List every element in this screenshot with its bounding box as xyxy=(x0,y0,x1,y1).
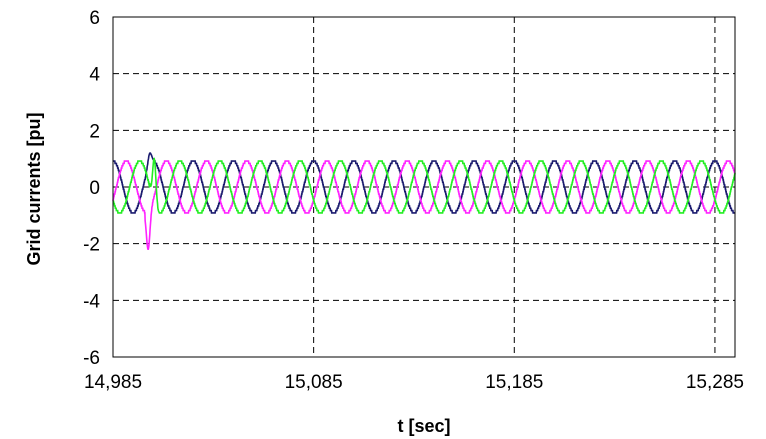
y-tick-label: 0 xyxy=(89,178,100,199)
y-tick-label: -2 xyxy=(83,235,100,256)
series-line-3 xyxy=(112,157,736,214)
series-layer xyxy=(112,152,736,251)
series-line-2 xyxy=(112,160,736,251)
y-tick-label: 4 xyxy=(89,65,100,86)
series-line-1 xyxy=(113,152,735,214)
x-tick-label: 15,085 xyxy=(285,372,343,393)
x-tick-label: 14,985 xyxy=(84,372,142,393)
x-tick-labels: 14,985 15,085 15,185 15,285 xyxy=(84,372,744,393)
x-tick-label: 15,285 xyxy=(686,372,744,393)
y-tick-label: -6 xyxy=(83,348,100,369)
y-tick-labels: -6 -4 -2 0 2 4 6 xyxy=(83,8,100,369)
x-tick-label: 15,185 xyxy=(485,372,543,393)
y-tick-label: 6 xyxy=(89,8,100,29)
plot-frame xyxy=(112,16,736,358)
y-tick-label: -4 xyxy=(83,291,100,312)
y-axis-title: Grid currents [pu] xyxy=(24,112,44,265)
y-tick-label: 2 xyxy=(89,121,100,142)
x-axis-title: t [sec] xyxy=(397,416,450,436)
